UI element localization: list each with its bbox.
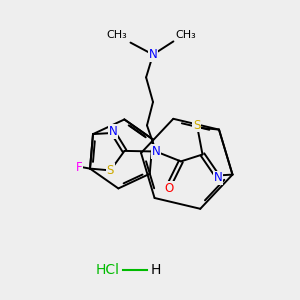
Text: CH₃: CH₃ — [107, 30, 128, 40]
Text: N: N — [214, 171, 223, 184]
Text: H: H — [151, 263, 161, 277]
Text: N: N — [109, 125, 118, 138]
Text: N: N — [148, 48, 158, 61]
Text: N: N — [152, 145, 160, 158]
Text: F: F — [76, 160, 83, 174]
Text: S: S — [193, 118, 200, 132]
Text: CH₃: CH₃ — [176, 30, 196, 40]
Text: O: O — [165, 182, 174, 195]
Text: HCl: HCl — [96, 263, 120, 277]
Text: S: S — [107, 164, 114, 177]
